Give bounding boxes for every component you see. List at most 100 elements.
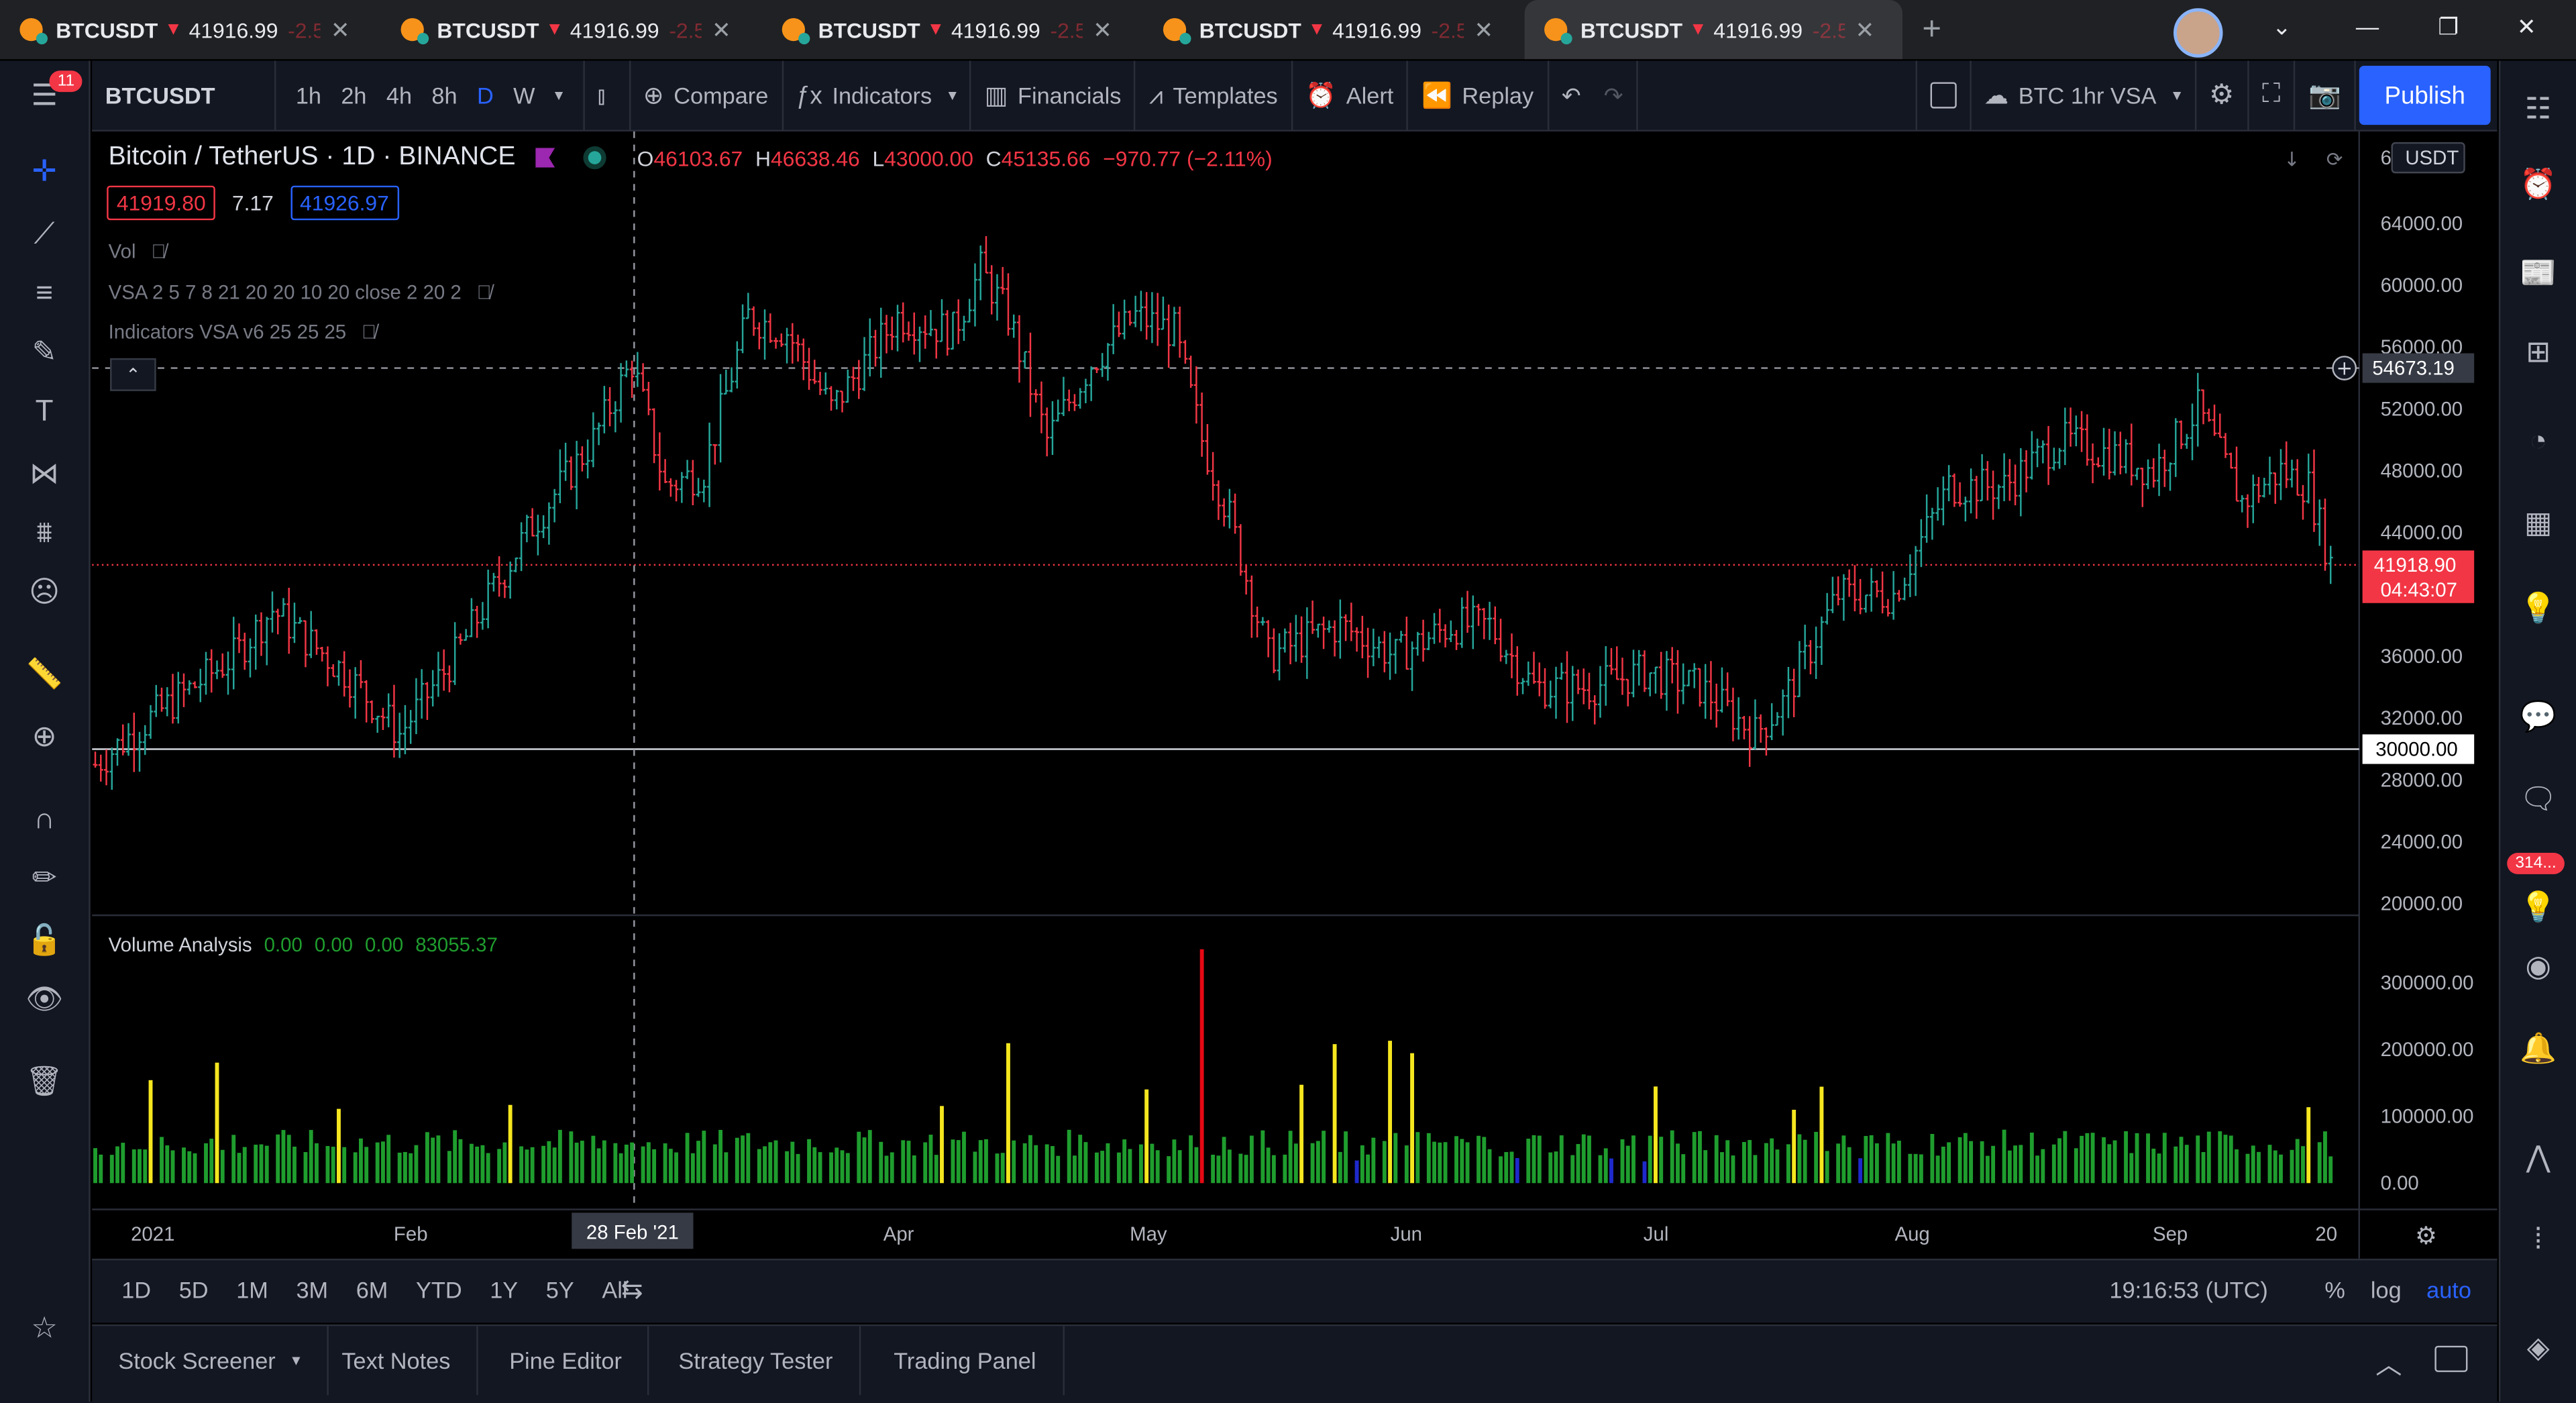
- prediction-icon[interactable]: ⩩: [36, 515, 52, 548]
- interval-1h[interactable]: 1h: [295, 82, 321, 109]
- snapshot-button[interactable]: 📷: [2295, 60, 2356, 130]
- browser-tab[interactable]: BTCUSDT▼41916.99-2.5✕: [0, 0, 378, 59]
- date-range-icon[interactable]: ⇆: [621, 1276, 643, 1305]
- tab-trading-panel[interactable]: Trading Panel: [867, 1326, 1065, 1396]
- range-5d[interactable]: 5D: [178, 1276, 209, 1304]
- indicator-legend-vol[interactable]: Vol 👁̸: [109, 240, 166, 263]
- watchlist-icon[interactable]: ☷: [2524, 91, 2552, 124]
- chevron-up-icon[interactable]: ︿: [2375, 1352, 2402, 1381]
- range-3m[interactable]: 3M: [296, 1276, 329, 1304]
- currency-badge[interactable]: [2391, 142, 2465, 174]
- fib-icon[interactable]: ≡: [36, 275, 53, 309]
- dom-icon[interactable]: ⁞: [2534, 1221, 2542, 1255]
- range-ytd[interactable]: YTD: [416, 1276, 462, 1304]
- tab-stock-screener[interactable]: Stock Screener ▾: [92, 1326, 329, 1396]
- bell-icon[interactable]: 🔔: [2520, 1031, 2557, 1064]
- alarm-icon[interactable]: ⏰: [2520, 166, 2557, 200]
- chat-icon[interactable]: 💬: [2520, 699, 2557, 733]
- alert-button[interactable]: ⏰ Alert: [1293, 60, 1409, 130]
- range-1m[interactable]: 1M: [236, 1276, 268, 1304]
- magnet-icon[interactable]: ∩: [34, 800, 55, 834]
- interval-d[interactable]: D: [476, 82, 494, 109]
- minimize-icon[interactable]: —: [2355, 13, 2379, 40]
- browser-tab[interactable]: BTCUSDT▼41916.99-2.5✕: [1144, 0, 1521, 59]
- add-alert-icon[interactable]: [2332, 356, 2357, 380]
- reset-scale-icon[interactable]: ⟳: [2326, 148, 2343, 170]
- lock-icon[interactable]: 🔓: [25, 923, 63, 956]
- news-icon[interactable]: 📰: [2520, 255, 2557, 289]
- buy-price-button[interactable]: 41926.97: [290, 185, 399, 221]
- chart-area[interactable]: 64000.00 60000.00 56000.00 52000.00 48000.00…: [92, 131, 2498, 1259]
- range-1d[interactable]: 1D: [121, 1276, 152, 1304]
- profile-avatar[interactable]: [2174, 8, 2223, 58]
- undo-icon[interactable]: ↶: [1561, 81, 1581, 108]
- interval-2h[interactable]: 2h: [341, 82, 367, 109]
- chart-type-button[interactable]: ⫾: [584, 60, 631, 130]
- browser-tab[interactable]: BTCUSDT▼41916.99-2.5✕: [762, 0, 1140, 59]
- symbol-search-button[interactable]: BTCUSDT: [92, 60, 276, 130]
- lightbulb-icon[interactable]: 💡: [2520, 890, 2557, 923]
- interval-8h[interactable]: 8h: [431, 82, 458, 109]
- browser-tab[interactable]: BTCUSDT▼41916.99-2.5✕: [1524, 0, 1902, 60]
- restore-icon[interactable]: ❐: [2438, 13, 2459, 40]
- compare-button[interactable]: ⊕ Compare: [630, 60, 784, 130]
- close-tab-icon[interactable]: ✕: [1855, 15, 1875, 42]
- layers-icon[interactable]: ◈: [2526, 1330, 2550, 1363]
- range-1y[interactable]: 1Y: [490, 1276, 519, 1304]
- eye-crossed-icon[interactable]: 👁̸: [362, 320, 377, 344]
- tab-strategy-tester[interactable]: Strategy Tester: [652, 1326, 861, 1396]
- emoji-icon[interactable]: ☹: [29, 574, 60, 607]
- indicators-button[interactable]: ƒx Indicators ▾: [783, 60, 971, 130]
- browser-tab[interactable]: BTCUSDT▼41916.99-2.5✕: [381, 0, 759, 59]
- star-icon[interactable]: ☆: [31, 1310, 58, 1344]
- financials-button[interactable]: ▥ Financials: [971, 60, 1136, 130]
- chevron-down-icon[interactable]: ⌄: [2271, 13, 2292, 40]
- close-window-icon[interactable]: ✕: [2516, 13, 2536, 40]
- replay-button[interactable]: ⏪ Replay: [1408, 60, 1549, 130]
- tab-pine-editor[interactable]: Pine Editor: [483, 1326, 650, 1396]
- calendar-icon[interactable]: ▦: [2524, 505, 2553, 539]
- interval-w[interactable]: W: [513, 82, 535, 109]
- publish-button[interactable]: Publish: [2359, 65, 2491, 125]
- sell-price-button[interactable]: 41919.80: [107, 185, 216, 221]
- download-icon[interactable]: ↓: [2284, 148, 2300, 170]
- trend-line-icon[interactable]: ⟋: [34, 216, 55, 250]
- log-toggle[interactable]: log: [2370, 1276, 2402, 1304]
- layout-name-button[interactable]: ☁ BTC 1hr VSA ▾: [1971, 60, 2196, 130]
- flag-icon[interactable]: [535, 148, 555, 168]
- layout-toggle-button[interactable]: [1915, 60, 1971, 130]
- close-tab-icon[interactable]: ✕: [330, 15, 350, 42]
- range-6m[interactable]: 6M: [356, 1276, 388, 1304]
- stay-drawing-icon[interactable]: ✏: [32, 860, 57, 894]
- messages-icon[interactable]: 🗨: [2519, 781, 2557, 815]
- indicator-legend-vsa-v6[interactable]: Indicators VSA v6 25 25 25 👁̸: [109, 321, 376, 344]
- pattern-icon[interactable]: ⋈: [30, 456, 60, 489]
- collapse-legend-button[interactable]: ⌃: [110, 358, 156, 391]
- chevron-down-icon[interactable]: ▾: [554, 86, 564, 105]
- eye-crossed-icon[interactable]: 👁̸: [151, 240, 166, 263]
- redo-icon[interactable]: ↷: [1603, 81, 1623, 108]
- range-all[interactable]: All: [602, 1276, 628, 1304]
- eye-crossed-icon[interactable]: 👁̸: [476, 280, 492, 305]
- ruler-icon[interactable]: 📏: [25, 656, 63, 690]
- new-tab-icon[interactable]: +: [1922, 10, 1941, 47]
- eye-icon[interactable]: 👁: [25, 982, 64, 1015]
- auto-toggle[interactable]: auto: [2426, 1276, 2471, 1304]
- price-chart[interactable]: 64000.0060000.0056000.0052000.0048000.00…: [92, 131, 2498, 1259]
- trash-icon[interactable]: 🗑: [25, 1063, 64, 1097]
- axis-settings-icon[interactable]: ⚙: [2415, 1221, 2437, 1250]
- fullscreen-button[interactable]: ⛶: [2249, 60, 2296, 130]
- hotlist-icon[interactable]: ◔: [2529, 423, 2548, 456]
- indicator-legend-vsa[interactable]: VSA 2 5 7 8 21 20 20 10 20 close 2 20 2 …: [109, 281, 492, 304]
- order-panel-icon[interactable]: ⋀: [2526, 1139, 2551, 1173]
- percent-toggle[interactable]: %: [2324, 1276, 2345, 1304]
- tab-text-notes[interactable]: Text Notes: [315, 1326, 479, 1396]
- settings-button[interactable]: ⚙: [2196, 60, 2249, 130]
- templates-button[interactable]: ⩘ Templates: [1136, 60, 1293, 130]
- streams-icon[interactable]: ◉: [2525, 949, 2551, 982]
- close-tab-icon[interactable]: ✕: [1093, 15, 1112, 42]
- text-icon[interactable]: T: [35, 393, 54, 427]
- zoom-in-icon[interactable]: ⊕: [32, 719, 57, 752]
- close-tab-icon[interactable]: ✕: [1474, 15, 1494, 42]
- utc-clock[interactable]: 19:16:53 (UTC): [2109, 1276, 2268, 1304]
